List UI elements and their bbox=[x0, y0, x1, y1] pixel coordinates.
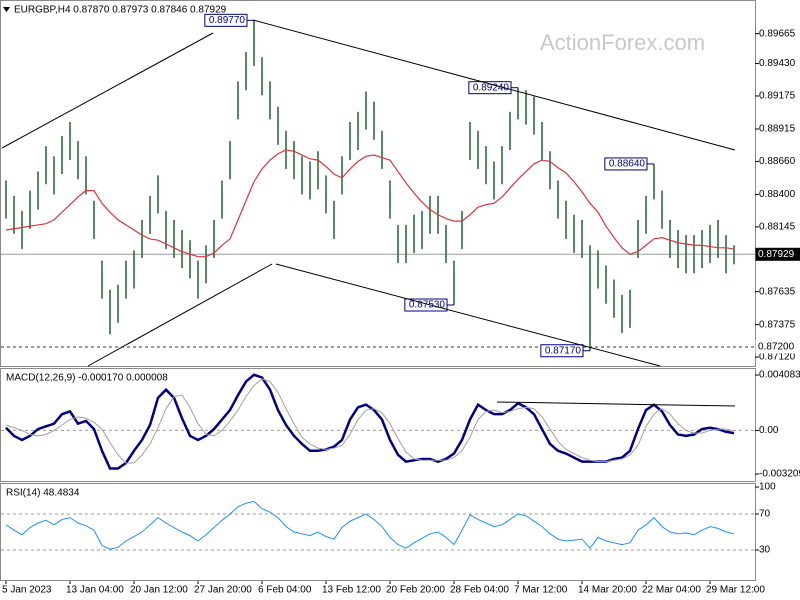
y-tick-label: 0.87375 bbox=[759, 319, 796, 330]
y-tick-label: 0.87635 bbox=[759, 286, 796, 297]
annotation-label: 0.87530 bbox=[409, 300, 446, 311]
trend-line bbox=[87, 263, 273, 367]
y-tick-label: 100 bbox=[759, 482, 776, 493]
rsi-panel bbox=[0, 483, 756, 581]
x-tick-label: 28 Feb 04:00 bbox=[450, 585, 509, 596]
macd-panel bbox=[0, 368, 756, 482]
x-tick-label: 14 Mar 20:00 bbox=[578, 585, 637, 596]
annotation-label: 0.89240 bbox=[473, 82, 510, 93]
y-tick-label: 0.88145 bbox=[759, 221, 796, 232]
trend-line bbox=[1, 32, 214, 149]
panel-title: RSI(14) 48.4834 bbox=[6, 488, 80, 499]
indicator-line bbox=[5, 373, 735, 470]
y-tick-label: 0.004083 bbox=[759, 370, 800, 381]
y-tick-label: 0.89430 bbox=[759, 58, 796, 69]
price-label-box bbox=[755, 247, 800, 261]
y-tick-label: 0.88915 bbox=[759, 124, 796, 135]
divergence-line bbox=[496, 401, 736, 407]
x-tick-label: 29 Mar 12:00 bbox=[706, 585, 765, 596]
y-tick-label: 70 bbox=[759, 509, 771, 520]
y-tick-label: 30 bbox=[759, 545, 771, 556]
price-panel bbox=[0, 0, 756, 367]
watermark: ActionForex.com bbox=[540, 30, 705, 55]
x-tick-label: 13 Feb 12:00 bbox=[322, 585, 381, 596]
y-tick-label: 0.00 bbox=[759, 425, 779, 436]
y-tick-label: 0.88400 bbox=[759, 189, 796, 200]
x-tick-label: 20 Feb 20:00 bbox=[386, 585, 445, 596]
indicator-line bbox=[5, 500, 735, 550]
y-tick-label: 0.87120 bbox=[759, 352, 796, 363]
y-tick-label: -0.003209 bbox=[759, 469, 800, 480]
annotation-label: 0.88640 bbox=[609, 159, 646, 170]
y-tick-label: 0.89175 bbox=[759, 91, 796, 102]
panel-title: MACD(12,26,9) -0.000170 0.000008 bbox=[6, 373, 168, 384]
x-tick-label: 5 Jan 2023 bbox=[2, 585, 52, 596]
x-tick-label: 22 Mar 04:00 bbox=[642, 585, 701, 596]
price-label-box bbox=[755, 340, 800, 354]
x-tick-label: 13 Jan 04:00 bbox=[66, 585, 124, 596]
x-tick-label: 7 Mar 12:00 bbox=[514, 585, 568, 596]
y-tick-label: 0.89665 bbox=[759, 28, 796, 39]
price-label: 0.87929 bbox=[758, 249, 795, 260]
trend-line bbox=[275, 263, 661, 367]
moving-average bbox=[5, 149, 735, 258]
x-tick-label: 20 Jan 12:00 bbox=[130, 585, 188, 596]
panel-title: EURGBP,H4 0.87870 0.87973 0.87846 0.8792… bbox=[14, 5, 227, 16]
indicator-line bbox=[5, 378, 735, 464]
annotation-label: 0.89770 bbox=[209, 15, 246, 26]
price-label: 0.87200 bbox=[758, 342, 795, 353]
x-tick-label: 27 Jan 20:00 bbox=[194, 585, 252, 596]
menu-arrow bbox=[3, 7, 10, 12]
trend-line bbox=[252, 19, 736, 151]
plot-layer: EURGBP,H4 0.87870 0.87973 0.87846 0.8792… bbox=[1, 5, 800, 596]
annotation-label: 0.87170 bbox=[545, 345, 582, 356]
x-tick-label: 6 Feb 04:00 bbox=[258, 585, 312, 596]
y-tick-label: 0.88660 bbox=[759, 156, 796, 167]
